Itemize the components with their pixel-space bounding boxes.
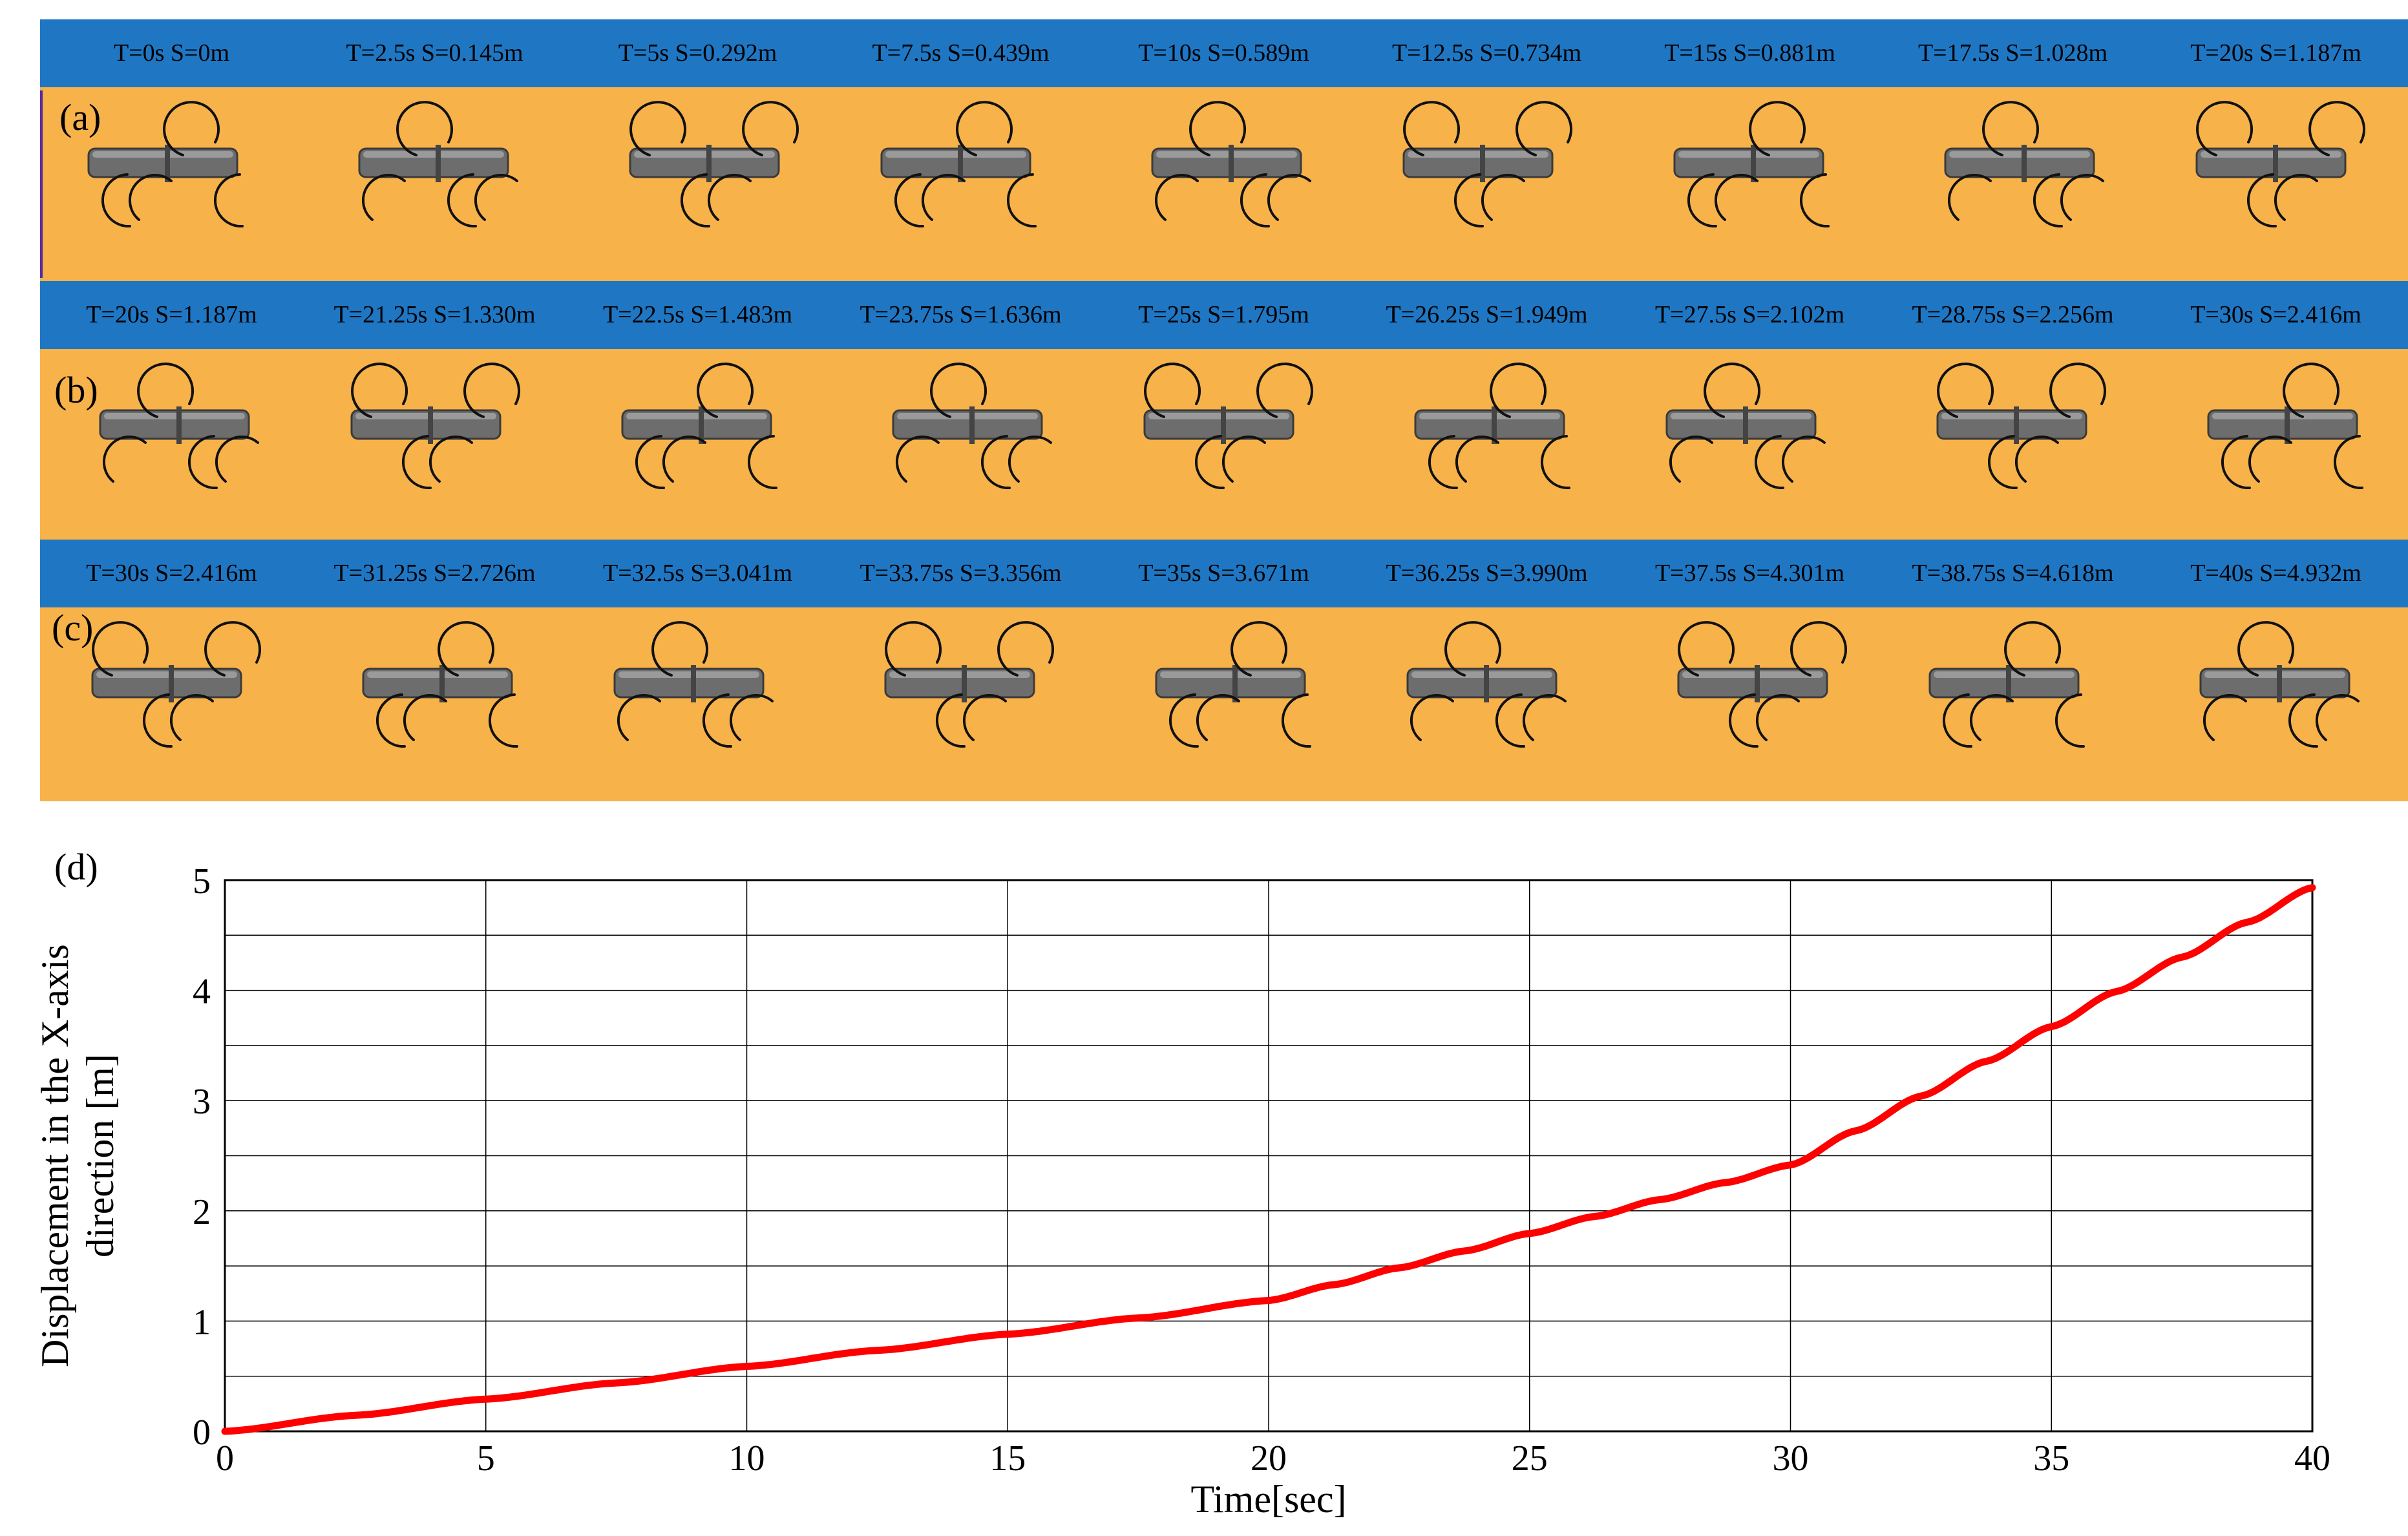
robot-frame [76, 621, 289, 779]
panel-b-body [40, 349, 2408, 540]
y-tick-label: 4 [193, 972, 211, 1012]
frame-label: T=40s S=4.932m [2190, 560, 2361, 587]
frame-label: T=12.5s S=0.734m [1391, 39, 1582, 67]
frame-label: T=0s S=0m [113, 39, 230, 67]
robot-frame [1128, 101, 1341, 258]
frame-label: T=31.25s S=2.726m [333, 560, 536, 587]
y-axis-label-line1: Displacement in the X-axis [34, 944, 76, 1367]
robot-frame [339, 363, 552, 520]
panel-c-header [40, 540, 2408, 607]
robot-frame [602, 363, 815, 520]
robot-frame [2180, 101, 2393, 258]
panel-c-body [40, 607, 2408, 801]
panel-d-letter: (d) [54, 846, 98, 888]
frame-label: T=21.25s S=1.330m [333, 301, 536, 328]
panel-a-header [40, 19, 2408, 87]
robot-frame [1391, 621, 1604, 779]
robot-frame [1128, 363, 1341, 520]
robot-frame [2180, 621, 2393, 779]
robot-frame [1391, 363, 1604, 520]
frame-label: T=37.5s S=4.301m [1654, 560, 1845, 587]
x-tick-label: 20 [1251, 1438, 1287, 1478]
chart-grid [224, 879, 2313, 1432]
frame-label: T=15s S=0.881m [1664, 39, 1835, 67]
x-tick-label: 5 [477, 1438, 495, 1478]
frame-label: T=22.5s S=1.483m [602, 301, 793, 328]
chart-ticks: 0 5 10 15 20 25 30 35 40 0 1 2 3 4 5 [193, 861, 2330, 1478]
frame-label: T=38.75s S=4.618m [1912, 560, 2114, 587]
x-tick-label: 35 [2033, 1438, 2069, 1478]
robot-frame [1917, 363, 2130, 520]
frame-label: T=17.5s S=1.028m [1917, 39, 2108, 67]
frame-label: T=33.75s S=3.356m [860, 560, 1062, 587]
robot-frame [339, 621, 552, 779]
robot-frame [602, 621, 815, 779]
frame-label: T=7.5s S=0.439m [872, 39, 1050, 67]
x-tick-label: 40 [2294, 1438, 2330, 1478]
frame-label: T=26.25s S=1.949m [1386, 301, 1588, 328]
y-tick-label: 0 [193, 1413, 211, 1453]
robot-frame [1654, 101, 1867, 258]
x-tick-label: 25 [1512, 1438, 1548, 1478]
x-tick-label: 0 [216, 1438, 234, 1478]
plot-frame [224, 879, 2314, 1433]
frame-label: T=30s S=2.416m [2190, 301, 2361, 328]
robot-frame [339, 101, 552, 258]
robot-frame [1917, 621, 2130, 779]
frame-label: T=25s S=1.795m [1138, 301, 1309, 328]
y-tick-label: 2 [193, 1192, 211, 1232]
robot-frame [1391, 101, 1604, 258]
frame-label: T=23.75s S=1.636m [860, 301, 1062, 328]
robot-frame [1917, 101, 2130, 258]
robot-frame [2180, 363, 2393, 520]
frame-label: T=20s S=1.187m [2190, 39, 2361, 67]
panel-b-letter: (b) [54, 369, 98, 411]
frame-label: T=2.5s S=0.145m [346, 39, 523, 67]
y-tick-label: 1 [193, 1302, 211, 1342]
frame-label: T=35s S=3.671m [1138, 560, 1309, 587]
robot-frame [865, 101, 1078, 258]
robot-frame [865, 621, 1078, 779]
frame-label: T=20s S=1.187m [86, 301, 257, 328]
frame-label: T=10s S=0.589m [1138, 39, 1309, 67]
y-tick-label: 3 [193, 1082, 211, 1122]
robot-frame [76, 101, 289, 258]
x-tick-label: 10 [729, 1438, 765, 1478]
series-line-displacement [221, 884, 2316, 1435]
panel-a-body [40, 87, 2408, 281]
y-axis-label-line2: direction [m] [79, 1054, 121, 1257]
robot-frame [865, 363, 1078, 520]
robot-frame [1128, 621, 1341, 779]
panel-c-letter: (c) [52, 607, 94, 649]
frame-label: T=27.5s S=2.102m [1654, 301, 1845, 328]
frame-label: T=5s S=0.292m [618, 39, 777, 67]
displacement-chart: 0 5 10 15 20 25 30 35 40 0 1 2 3 4 5 Time[sec] Displac… [34, 861, 2330, 1520]
robot-frame [1654, 621, 1867, 779]
robot-frame [76, 363, 289, 520]
frame-label: T=30s S=2.416m [86, 560, 257, 587]
x-tick-label: 30 [1773, 1438, 1809, 1478]
y-tick-label: 5 [193, 861, 211, 901]
robot-frame [1654, 363, 1867, 520]
x-tick-label: 15 [989, 1438, 1026, 1478]
frame-label: T=36.25s S=3.990m [1386, 560, 1588, 587]
panel-a-letter: (a) [59, 96, 101, 138]
robot-frame [602, 101, 815, 258]
frame-label: T=28.75s S=2.256m [1912, 301, 2114, 328]
panel-b-header [40, 281, 2408, 349]
x-axis-label: Time[sec] [1190, 1478, 1346, 1520]
frame-label: T=32.5s S=3.041m [602, 560, 793, 587]
panel-a-left-bar [40, 90, 43, 278]
